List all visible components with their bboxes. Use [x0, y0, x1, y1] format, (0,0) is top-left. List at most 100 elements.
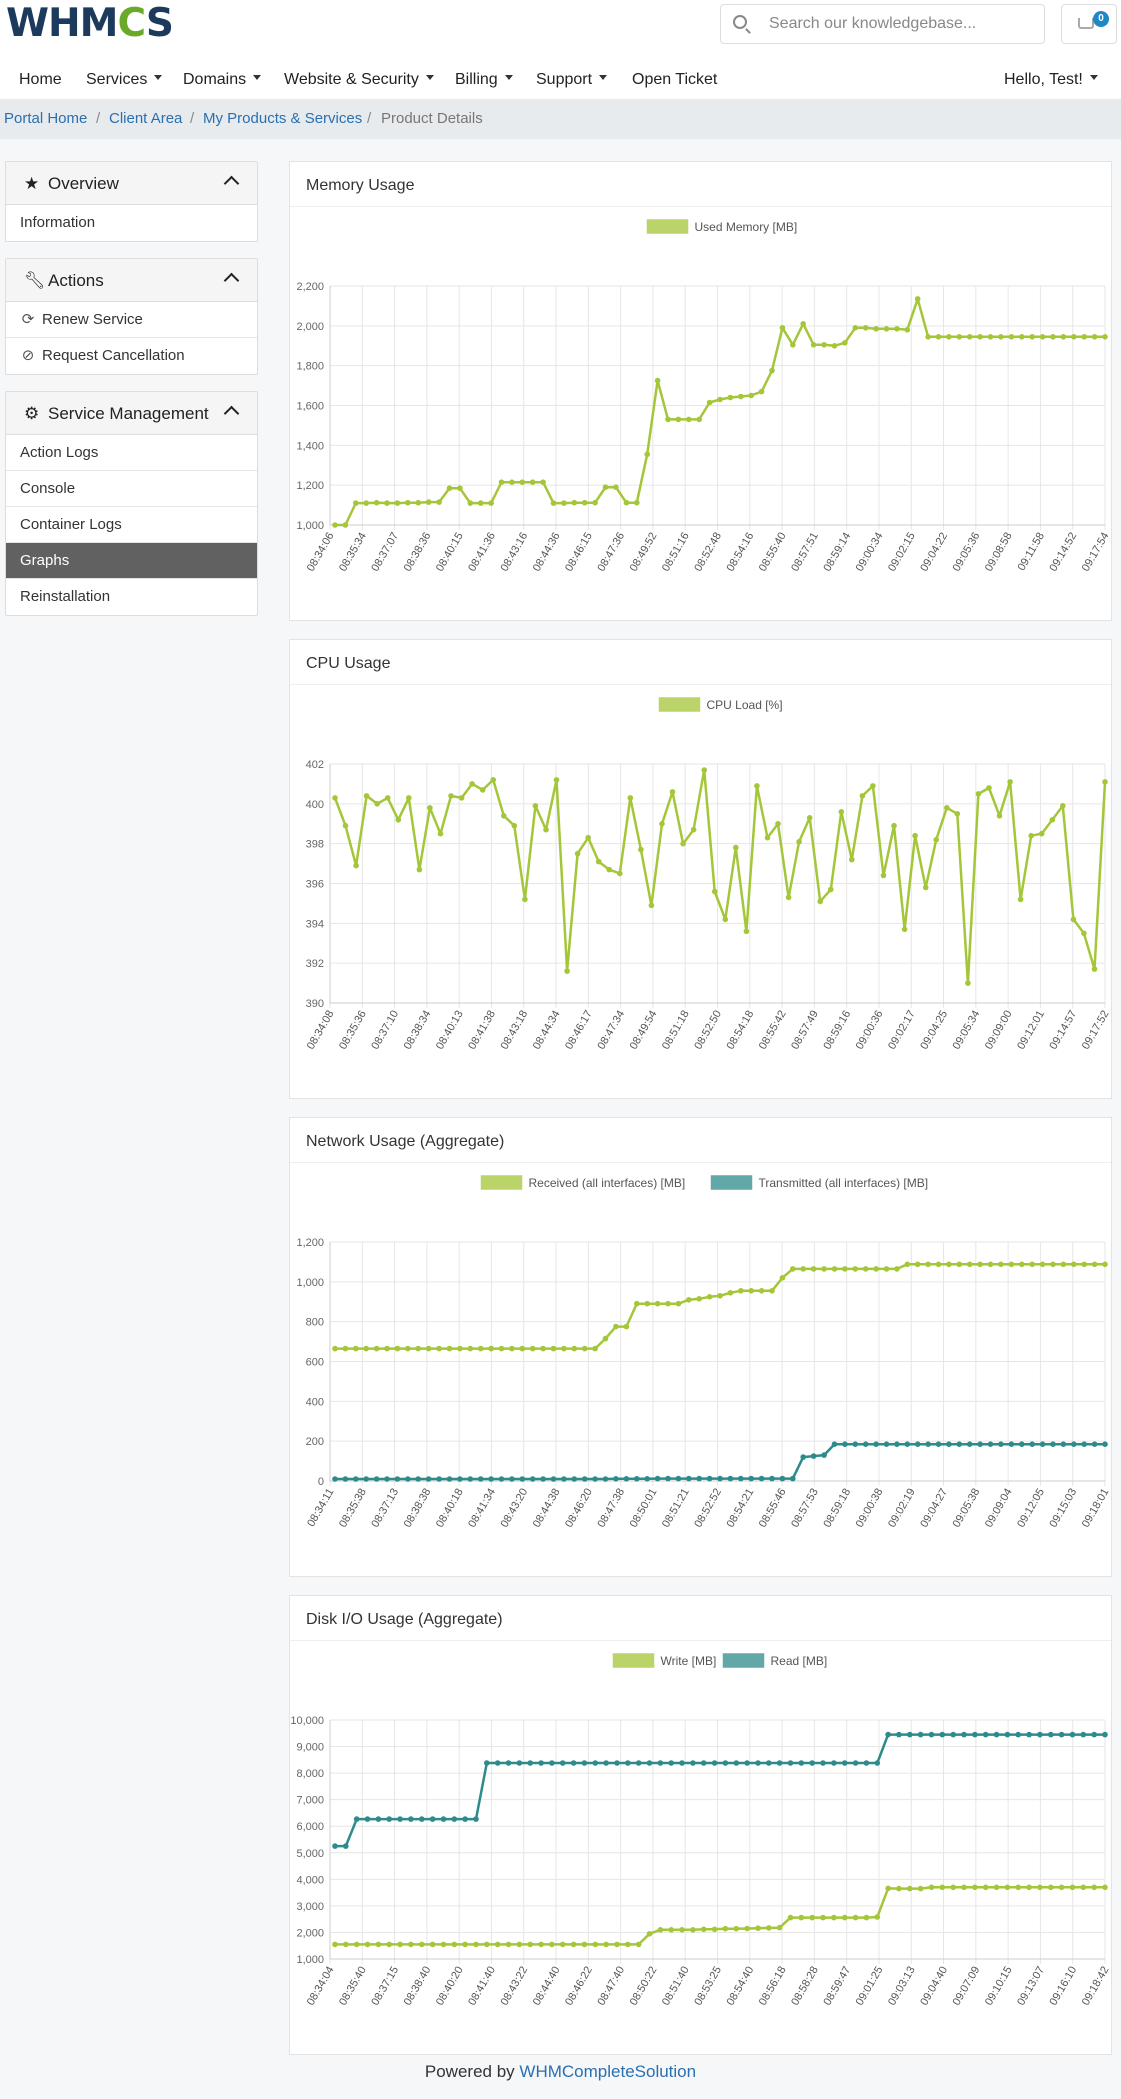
data-point: [733, 1760, 740, 1766]
sidebar-item-console[interactable]: Console: [6, 471, 257, 507]
nav-open-ticket[interactable]: Open Ticket: [632, 71, 718, 88]
data-point: [644, 1300, 650, 1307]
data-point: [896, 1731, 902, 1738]
data-point: [425, 1476, 432, 1482]
data-point: [469, 781, 475, 787]
data-point: [529, 479, 536, 486]
data-point: [758, 388, 765, 395]
y-tick-label: 396: [306, 879, 324, 891]
chevron-up-icon[interactable]: [223, 175, 240, 192]
sidebar-item-graphs[interactable]: Graphs: [6, 543, 257, 579]
data-point: [581, 1476, 588, 1482]
data-point: [831, 343, 838, 349]
data-point: [1037, 1884, 1043, 1891]
data-point: [1008, 334, 1015, 340]
data-point: [859, 793, 866, 799]
sidebar-item-reinstallation[interactable]: Reinstallation: [20, 588, 111, 605]
sidebar-item-request-cancellation[interactable]: ⊘ Request Cancellation: [6, 338, 257, 374]
overview-header[interactable]: ★ Overview: [6, 162, 257, 205]
cart-button[interactable]: 0: [1061, 4, 1117, 44]
series-line: [335, 297, 1105, 527]
data-point: [904, 327, 911, 333]
x-tick-label: 08:55:42: [757, 1009, 789, 1052]
data-point: [680, 840, 686, 847]
sidebar-item-renew-service[interactable]: ⟳ Renew Service: [6, 302, 257, 338]
data-point: [700, 1760, 707, 1766]
x-tick-label: 09:12:01: [1015, 1009, 1047, 1052]
nav-services[interactable]: Services: [86, 50, 163, 99]
data-point: [874, 1914, 881, 1920]
y-tick-label: 2,000: [296, 1927, 324, 1939]
data-point: [623, 1476, 630, 1482]
data-point: [1058, 1731, 1065, 1738]
data-point: [602, 1335, 609, 1342]
data-point: [946, 1441, 952, 1447]
data-point: [961, 1884, 967, 1891]
data-point: [408, 1816, 414, 1822]
sidebar-item-information[interactable]: Information: [20, 214, 96, 231]
sidebar-item-action-logs[interactable]: Action Logs: [6, 435, 257, 471]
breadcrumb-portal-home[interactable]: Portal Home: [4, 110, 88, 127]
y-tick-label: 2,200: [296, 281, 324, 293]
data-point: [798, 1914, 805, 1921]
nav-support[interactable]: Support: [536, 50, 608, 99]
data-point: [1069, 1731, 1076, 1738]
data-point: [956, 334, 963, 340]
data-point: [679, 1760, 685, 1766]
cpu-usage-card: CPU Usage CPU Load [%] 390 392 394 396 398 400…: [289, 639, 1112, 1099]
data-point: [842, 1266, 848, 1272]
nav-billing[interactable]: Billing: [455, 50, 513, 99]
data-point: [1004, 1884, 1011, 1891]
data-point: [644, 1476, 650, 1482]
breadcrumb-my-products[interactable]: My Products & Services: [203, 110, 363, 127]
data-point: [722, 1925, 729, 1932]
chevron-up-icon[interactable]: [223, 405, 240, 422]
y-tick-label: 1,600: [296, 401, 324, 413]
data-point: [1071, 1261, 1077, 1268]
x-tick-label: 08:37:07: [369, 531, 401, 574]
brand-logo[interactable]: WHMCS: [6, 1, 174, 46]
search-input[interactable]: [769, 5, 1039, 43]
network-usage-chart: Received (all interfaces) [MB] Transmitte…: [296, 1175, 1111, 1530]
footer-link[interactable]: WHMCompleteSolution: [519, 2062, 697, 2081]
nav-account-menu[interactable]: Hello, Test!: [1004, 50, 1098, 99]
data-point: [665, 416, 671, 423]
data-point: [873, 1266, 879, 1272]
data-point: [646, 1760, 653, 1766]
x-tick-label: 08:57:53: [789, 1487, 821, 1530]
data-point: [373, 499, 380, 506]
data-point: [1050, 1261, 1056, 1268]
chevron-up-icon[interactable]: [223, 272, 240, 289]
data-point: [810, 342, 817, 348]
data-point: [1069, 1884, 1076, 1891]
x-tick-label: 08:47:34: [595, 1009, 627, 1052]
cpu-usage-chart: CPU Load [%] 390 392 394 396 398 400 402 08:34:0…: [305, 697, 1111, 1052]
nav-website-security[interactable]: Website & Security: [284, 50, 434, 99]
nav-home[interactable]: Home: [19, 71, 62, 88]
knowledgebase-search[interactable]: [720, 4, 1045, 44]
y-tick-label: 400: [306, 1396, 324, 1408]
nav-domains[interactable]: Domains: [183, 50, 262, 99]
data-point: [944, 805, 950, 811]
data-point: [634, 499, 640, 506]
x-tick-label: 08:56:18: [757, 1965, 789, 2008]
x-tick-label: 08:41:36: [466, 531, 498, 574]
data-point: [675, 1475, 682, 1482]
x-tick-label: 09:10:15: [983, 1965, 1015, 2008]
actions-header[interactable]: 🔧︎ Actions: [6, 259, 257, 302]
x-tick-label: 09:04:22: [918, 531, 950, 574]
data-point: [550, 1345, 557, 1352]
service-management-header[interactable]: ⚙ Service Management: [6, 392, 257, 435]
x-tick-label: 08:44:40: [531, 1965, 563, 2008]
x-tick-label: 08:34:11: [305, 1487, 336, 1529]
actions-title: Actions: [48, 271, 104, 290]
data-point: [343, 1941, 349, 1948]
data-point: [722, 1760, 729, 1766]
data-point: [810, 1453, 817, 1459]
x-tick-label: 08:40:15: [434, 531, 466, 574]
data-point: [863, 1914, 870, 1921]
sidebar-item-container-logs[interactable]: Container Logs: [6, 507, 257, 543]
breadcrumb-client-area[interactable]: Client Area: [109, 110, 183, 127]
data-point: [592, 499, 598, 506]
data-point: [638, 846, 644, 853]
